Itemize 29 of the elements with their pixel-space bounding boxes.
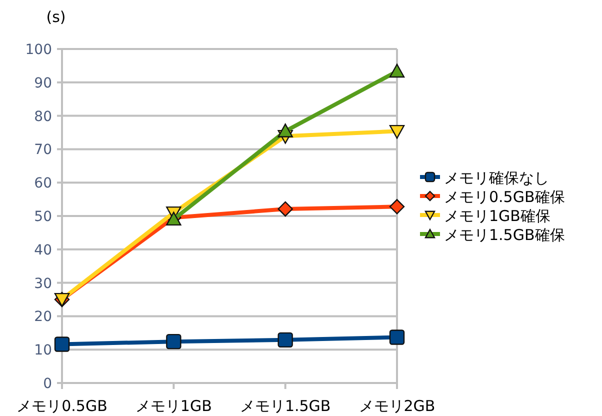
- y-axis-title: (s): [46, 8, 66, 26]
- point: [278, 332, 293, 348]
- y-tick-label: 60: [34, 176, 52, 192]
- y-tick-label: 80: [34, 108, 52, 125]
- point: [389, 64, 405, 78]
- y-tick-label: 50: [34, 209, 52, 225]
- point: [389, 199, 405, 214]
- point: [389, 330, 405, 345]
- point: [166, 334, 182, 350]
- x-tick-label: メモリ0.5GB: [16, 397, 108, 415]
- x-tick-label: メモリ1.5GB: [240, 397, 331, 415]
- y-tick-label: 30: [34, 276, 52, 292]
- legend-label: メモリ1GB確保: [444, 207, 550, 225]
- y-tick-label: 90: [34, 75, 52, 92]
- y-tick-label: 20: [34, 309, 52, 326]
- legend-label: メモリ確保なし: [444, 169, 549, 187]
- point: [54, 336, 70, 352]
- y-tick-label: 10: [34, 342, 52, 359]
- y-tick-label: 0: [43, 376, 52, 392]
- y-tick-label: 100: [25, 42, 52, 58]
- y-tick-label: 70: [34, 142, 52, 158]
- point: [278, 201, 293, 217]
- x-tick-label: メモリ1GB: [135, 397, 212, 415]
- x-tick-label: メモリ2GB: [358, 397, 436, 415]
- point: [278, 124, 293, 138]
- legend-label: メモリ0.5GB確保: [444, 188, 565, 206]
- y-tick-label: 40: [34, 242, 52, 258]
- point: [389, 124, 405, 139]
- legend-label: メモリ1.5GB確保: [444, 226, 565, 244]
